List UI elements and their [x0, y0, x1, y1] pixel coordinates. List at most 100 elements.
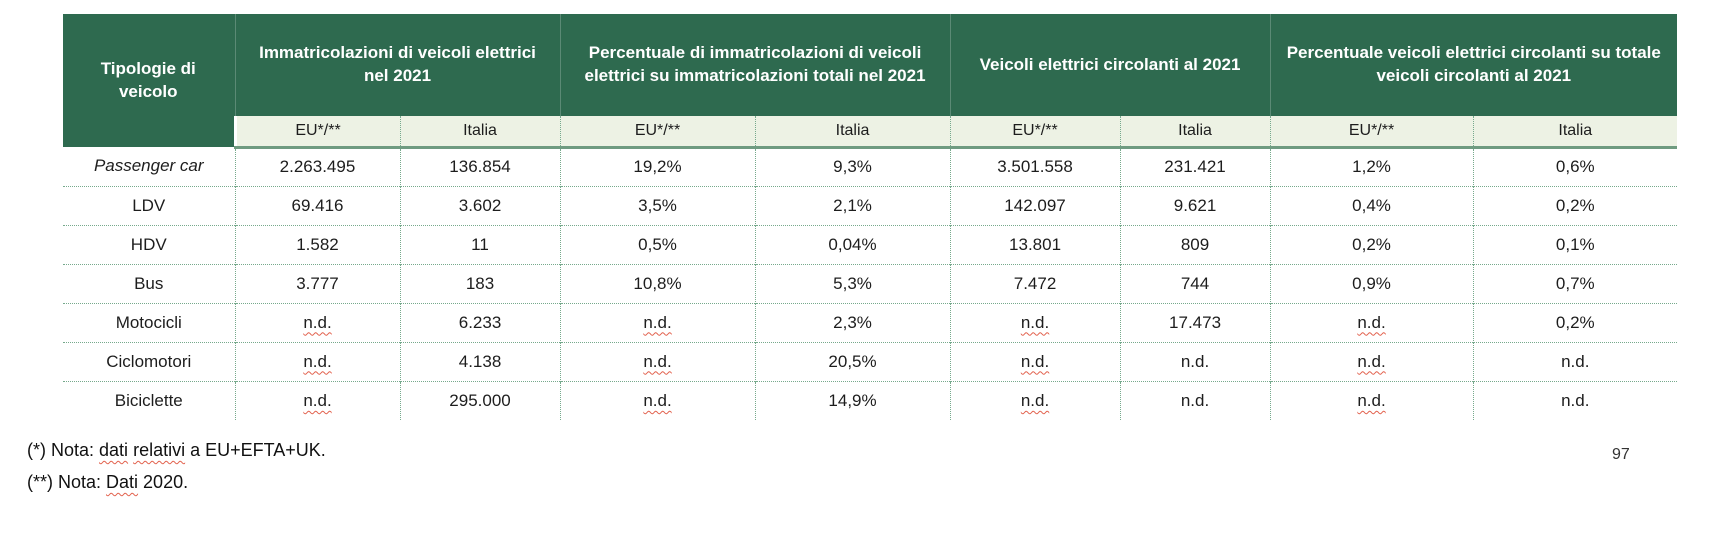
table-cell: 809 — [1119, 224, 1271, 264]
group-header-row: Tipologie di veicolo Immatricolazioni di… — [63, 14, 1678, 147]
table-cell: 13.801 — [949, 224, 1121, 264]
table-cell: n.d. — [1472, 341, 1678, 381]
group-header-percentuale-immatricolazioni: Percentuale di immatricolazioni di veico… — [559, 14, 951, 116]
footnote-text: (**) Nota: — [27, 472, 107, 492]
table-cell: 136.854 — [399, 147, 561, 186]
row-label: Ciclomotori — [63, 341, 235, 381]
nd-value-misspelled: n.d. — [1357, 351, 1386, 371]
table-cell: 6.233 — [399, 302, 561, 342]
table-cell: n.d. — [234, 302, 400, 342]
sub-header-italia: Italia — [754, 116, 951, 149]
row-label: Biciclette — [63, 380, 235, 420]
table-cell: 2,3% — [754, 302, 951, 342]
table-cell: 0,6% — [1472, 147, 1678, 186]
table-cell: 17.473 — [1119, 302, 1271, 342]
sub-header-row: EU*/** Italia EU*/** Italia EU*/** Itali… — [63, 116, 1678, 149]
table-cell: 10,8% — [559, 263, 756, 303]
nd-value-misspelled: n.d. — [643, 351, 672, 371]
table-cell: 4.138 — [399, 341, 561, 381]
row-label: Passenger car — [63, 147, 235, 186]
table-row: Ciclomotori n.d. 4.138 n.d. 20,5% n.d. n.d. n.d… — [63, 341, 1678, 381]
table-cell: 7.472 — [949, 263, 1121, 303]
table-cell: 0,4% — [1269, 185, 1474, 225]
footnote-text: a EU+EFTA+UK. — [185, 440, 326, 460]
table-cell: 20,5% — [754, 341, 951, 381]
table-cell: n.d. — [234, 341, 400, 381]
ev-statistics-table-container: Tipologie di veicolo Immatricolazioni di… — [63, 14, 1678, 420]
table-cell: 0,9% — [1269, 263, 1474, 303]
table-cell: 5,3% — [754, 263, 951, 303]
table-cell: n.d. — [949, 380, 1121, 420]
table-row: LDV 69.416 3.602 3,5% 2,1% 142.097 9.621 0,4% 0,… — [63, 185, 1678, 225]
group-header-percentuale-circolanti: Percentuale veicoli elettrici circolanti… — [1269, 14, 1678, 116]
row-label: LDV — [63, 185, 235, 225]
row-label: Bus — [63, 263, 235, 303]
table-cell: 11 — [399, 224, 561, 264]
table-cell: n.d. — [1119, 380, 1271, 420]
table-cell: n.d. — [949, 302, 1121, 342]
table-row: Motocicli n.d. 6.233 n.d. 2,3% n.d. 17.473 n.d.… — [63, 302, 1678, 342]
footnote-word-misspelled: relativi — [133, 440, 186, 460]
table-cell: n.d. — [234, 380, 400, 420]
table-cell: 0,5% — [559, 224, 756, 264]
table-header: Tipologie di veicolo Immatricolazioni di… — [63, 14, 1678, 149]
table-cell: 0,2% — [1472, 185, 1678, 225]
table-cell: n.d. — [559, 341, 756, 381]
sub-header-italia: Italia — [399, 116, 561, 149]
footnotes: (*) Nota: dati relativi a EU+EFTA+UK. (**… — [27, 434, 326, 498]
nd-value-misspelled: n.d. — [643, 312, 672, 332]
sub-header-eu: EU*/** — [559, 116, 756, 149]
nd-value-misspelled: n.d. — [303, 390, 332, 410]
table-cell: 3.501.558 — [949, 147, 1121, 186]
table-body: Passenger car 2.263.495 136.854 19,2% 9,3% 3.… — [63, 147, 1678, 420]
nd-value-misspelled: n.d. — [1020, 390, 1050, 410]
sub-header-eu: EU*/** — [1269, 116, 1474, 149]
footnote-text: 2020. — [138, 472, 189, 492]
table-cell: n.d. — [1472, 380, 1678, 420]
table-cell: 2.263.495 — [234, 147, 400, 186]
table-cell: 3.777 — [234, 263, 400, 303]
table-cell: n.d. — [1269, 302, 1474, 342]
table-cell: 9.621 — [1119, 185, 1271, 225]
group-header-immatricolazioni: Immatricolazioni di veicoli elettrici ne… — [234, 14, 561, 116]
table-cell: 19,2% — [559, 147, 756, 186]
table-cell: 744 — [1119, 263, 1271, 303]
table-cell: 231.421 — [1119, 147, 1271, 186]
sub-header-eu: EU*/** — [233, 116, 400, 149]
sub-header-italia: Italia — [1472, 116, 1678, 149]
table-row: HDV 1.582 11 0,5% 0,04% 13.801 809 0,2% 0,1% — [63, 224, 1678, 264]
footnote-text: (*) Nota: — [27, 440, 100, 460]
row-label: HDV — [63, 224, 235, 264]
table-cell: 0,2% — [1472, 302, 1678, 342]
table-cell: 14,9% — [754, 380, 951, 420]
table-cell: 0,04% — [754, 224, 951, 264]
corner-header-tipologie: Tipologie di veicolo — [63, 14, 235, 147]
nd-value-misspelled: n.d. — [303, 312, 332, 332]
table-row: Biciclette n.d. 295.000 n.d. 14,9% n.d. n.d. n.… — [63, 380, 1678, 420]
table-row: Bus 3.777 183 10,8% 5,3% 7.472 744 0,9% 0,7% — [63, 263, 1678, 303]
table-cell: n.d. — [949, 341, 1121, 381]
footnote-line: (**) Nota: Dati 2020. — [27, 466, 326, 498]
sub-header-eu: EU*/** — [949, 116, 1121, 149]
table-cell: 0,2% — [1269, 224, 1474, 264]
nd-value-misspelled: n.d. — [303, 351, 332, 371]
table-cell: n.d. — [1269, 341, 1474, 381]
table-cell: 2,1% — [754, 185, 951, 225]
table-cell: 295.000 — [399, 380, 561, 420]
footnote-word-misspelled: Dati — [106, 472, 139, 492]
table-cell: 0,1% — [1472, 224, 1678, 264]
table-cell: 3.602 — [399, 185, 561, 225]
nd-value-misspelled: n.d. — [1357, 312, 1386, 332]
table-cell: 3,5% — [559, 185, 756, 225]
group-header-circolanti: Veicoli elettrici circolanti al 2021 — [949, 14, 1271, 116]
nd-value-misspelled: n.d. — [643, 390, 672, 410]
table-cell: n.d. — [1119, 341, 1271, 381]
page-number: 97 — [1612, 446, 1630, 463]
nd-value-misspelled: n.d. — [1357, 390, 1386, 410]
nd-value-misspelled: n.d. — [1020, 312, 1050, 332]
table-cell: 1.582 — [234, 224, 400, 264]
footnote-word-misspelled: dati — [99, 440, 129, 460]
table-cell: 69.416 — [234, 185, 400, 225]
table-cell: 0,7% — [1472, 263, 1678, 303]
table-cell: 183 — [399, 263, 561, 303]
